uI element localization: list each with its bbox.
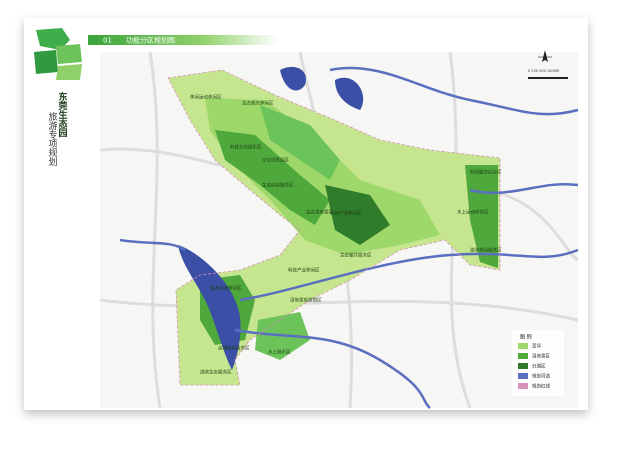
legend-swatch bbox=[518, 373, 528, 379]
zone-label: 科技产业休闲区 bbox=[288, 267, 320, 274]
zone-label: 生态餐饮服务区 bbox=[340, 252, 372, 259]
water bbox=[178, 66, 364, 370]
zone-label: 科技文化娱乐区 bbox=[230, 144, 262, 151]
zone-label: 文化创意园区 bbox=[262, 157, 289, 164]
zone-label: 生态综合服务区 bbox=[262, 182, 294, 189]
zone-label: 水上运动体验区 bbox=[457, 209, 489, 216]
legend-title: 图 例 bbox=[520, 334, 532, 341]
legend-label: 规划红线 bbox=[532, 383, 550, 390]
legend-label: 草坪 bbox=[532, 343, 541, 350]
zone-label: 生态观光休闲区 bbox=[242, 100, 274, 107]
zone-label: 生态湿地景区 bbox=[306, 209, 333, 216]
zone-label: 科技产业休闲区 bbox=[330, 210, 362, 217]
legend-swatch bbox=[518, 363, 528, 369]
boundary bbox=[167, 69, 501, 386]
header-number: 01 bbox=[103, 37, 112, 45]
legend-swatch bbox=[518, 353, 528, 359]
header-title: 功能分区规划图 bbox=[126, 36, 175, 45]
scale-label: 0 250 500 1000M bbox=[528, 69, 559, 73]
legend-label: 分湖区 bbox=[532, 363, 546, 370]
zone-label: 湿地景观游憩区 bbox=[290, 297, 322, 304]
legend-label: 湿地景区 bbox=[532, 353, 550, 360]
zone-label: 高端商务服务区 bbox=[218, 345, 250, 352]
logo bbox=[34, 28, 82, 80]
zone-label: 休闲运动休闲区 bbox=[190, 94, 222, 101]
legend-label: 规划河道 bbox=[532, 373, 550, 380]
zone-label: 水上游乐区 bbox=[268, 349, 291, 356]
zone-label: 湖滨生态服务区 bbox=[200, 369, 232, 376]
header-bar bbox=[88, 35, 278, 45]
zones bbox=[168, 70, 500, 385]
side-title-sub: 旅游专项规划 bbox=[47, 111, 58, 166]
zone-label: 生态运动休闲区 bbox=[210, 285, 242, 292]
legend-swatch bbox=[518, 383, 528, 389]
rivers bbox=[119, 66, 579, 409]
legend-swatch bbox=[518, 343, 528, 349]
zone-label: 湖滨休闲服务区 bbox=[470, 247, 502, 254]
side-title-main: 东莞生态园 bbox=[57, 91, 69, 138]
zone-label: 科研服务综合区 bbox=[470, 169, 502, 176]
compass bbox=[528, 50, 568, 79]
map bbox=[99, 51, 579, 409]
